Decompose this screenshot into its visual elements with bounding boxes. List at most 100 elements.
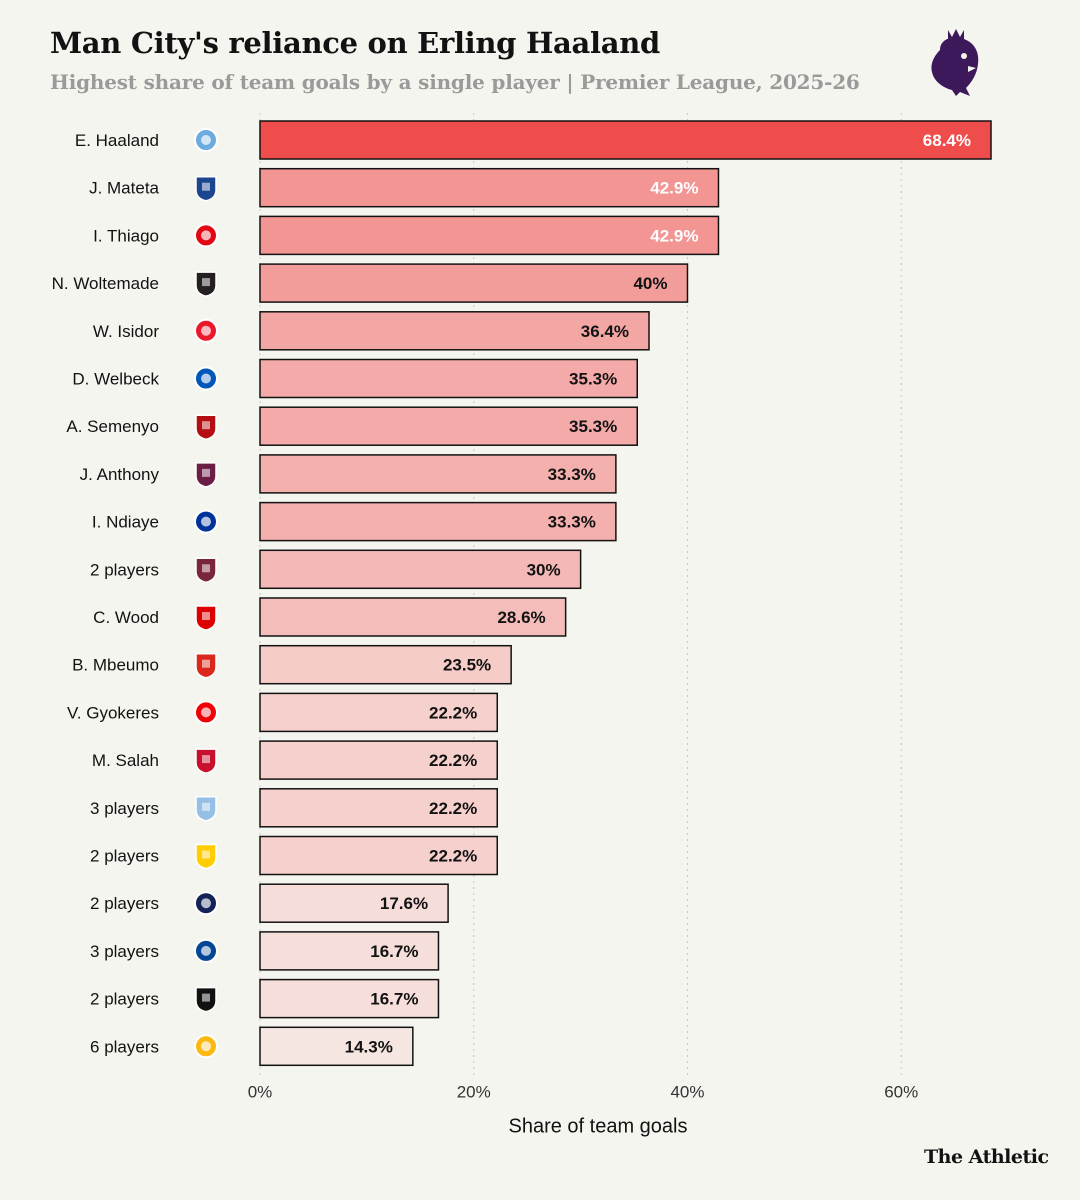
chart-subtitle: Highest share of team goals by a single … — [50, 70, 860, 94]
bar-row: W. Isidor 36.4% — [93, 311, 650, 351]
data-label: 68.4% — [923, 131, 971, 150]
chart-title: Man City's reliance on Erling Haaland — [50, 26, 661, 60]
man-united-crest-icon — [195, 652, 217, 679]
bar-row: J. Anthony 33.3% — [80, 454, 617, 494]
category-label: 3 players — [90, 942, 159, 961]
publisher-brand: The Athletic — [924, 1146, 1049, 1168]
data-label: 23.5% — [443, 656, 491, 675]
x-tick-label: 40% — [670, 1082, 704, 1101]
bar — [259, 931, 440, 971]
category-label: A. Semenyo — [66, 417, 159, 436]
data-label: 35.3% — [569, 417, 617, 436]
category-label: 2 players — [90, 560, 159, 579]
data-label: 30% — [527, 560, 561, 579]
bar — [259, 597, 567, 637]
data-label: 17.6% — [380, 894, 428, 913]
bar-row: A. Semenyo 35.3% — [66, 406, 639, 446]
bar — [259, 978, 440, 1019]
newcastle-crest-icon — [195, 271, 217, 297]
brighton-crest-icon — [194, 366, 218, 391]
bar-row: I. Ndiaye 33.3% — [92, 501, 617, 542]
x-tick-label: 0% — [248, 1082, 273, 1101]
bar — [259, 263, 689, 303]
burnley-crest-icon — [195, 462, 217, 488]
data-label: 35.3% — [569, 370, 617, 389]
bar — [259, 406, 639, 446]
bar — [259, 501, 617, 542]
sunderland-crest-icon — [194, 318, 218, 343]
bar-row: E. Haaland 68.4% — [75, 120, 992, 160]
category-label: I. Thiago — [93, 226, 159, 245]
category-label: E. Haaland — [75, 131, 159, 150]
category-label: J. Mateta — [89, 179, 159, 198]
x-tick-label: 20% — [457, 1082, 491, 1101]
bar — [259, 215, 720, 256]
data-label: 33.3% — [548, 513, 596, 532]
bar — [259, 358, 639, 399]
data-label: 22.2% — [429, 703, 477, 722]
x-axis-label: Share of team goals — [509, 1115, 688, 1137]
category-label: 6 players — [90, 1037, 159, 1056]
bar-row: 2 players 22.2% — [90, 835, 499, 876]
man-city-crest-icon — [194, 128, 218, 152]
bar — [259, 454, 617, 494]
category-label: 2 players — [90, 990, 159, 1009]
category-label: V. Gyokeres — [67, 703, 159, 722]
data-label: 16.7% — [370, 942, 418, 961]
data-label: 36.4% — [581, 322, 629, 341]
bar — [259, 167, 720, 208]
category-label: B. Mbeumo — [72, 656, 159, 675]
bar — [259, 1026, 414, 1067]
category-label: 2 players — [90, 847, 159, 866]
bar-row: B. Mbeumo 23.5% — [72, 644, 512, 685]
bar-row: 3 players 16.7% — [90, 931, 440, 971]
bar — [259, 120, 992, 160]
bournemouth-crest-icon — [195, 414, 217, 440]
liverpool-crest-icon — [195, 748, 217, 774]
bar — [259, 311, 650, 351]
data-label: 22.2% — [429, 799, 477, 818]
leeds-crest-icon — [195, 843, 217, 870]
tottenham-crest-icon — [194, 891, 218, 916]
bar — [259, 549, 582, 590]
chelsea-crest-icon — [194, 938, 218, 963]
data-label: 33.3% — [548, 465, 596, 484]
nottingham-forest-crest-icon — [195, 605, 217, 631]
x-tick-label: 60% — [884, 1082, 918, 1101]
bar — [259, 644, 512, 685]
data-label: 40% — [633, 274, 667, 293]
category-label: M. Salah — [92, 751, 159, 770]
aston-villa-crest-icon — [195, 796, 217, 822]
west-ham-crest-icon — [195, 557, 217, 584]
bar-row: D. Welbeck 35.3% — [72, 358, 639, 399]
category-label: W. Isidor — [93, 322, 159, 341]
bar-row: N. Woltemade 40% — [52, 263, 689, 303]
bar-row: V. Gyokeres 22.2% — [67, 692, 499, 733]
category-label: D. Welbeck — [72, 370, 159, 389]
wolves-crest-icon — [194, 1034, 218, 1059]
category-label: I. Ndiaye — [92, 513, 159, 532]
bar — [259, 740, 499, 780]
bar-row: 3 players 22.2% — [90, 788, 499, 828]
bar-row: J. Mateta 42.9% — [89, 167, 720, 208]
arsenal-crest-icon — [194, 700, 218, 725]
bar-row: I. Thiago 42.9% — [93, 215, 720, 256]
bar-row: C. Wood 28.6% — [93, 597, 567, 637]
bar — [259, 835, 499, 876]
data-label: 16.7% — [370, 990, 418, 1009]
category-label: N. Woltemade — [52, 274, 159, 293]
fulham-crest-icon — [195, 986, 217, 1013]
category-label: 3 players — [90, 799, 159, 818]
bar-row: 2 players 30% — [90, 549, 582, 590]
bar-row: 2 players 16.7% — [90, 978, 440, 1019]
category-label: C. Wood — [93, 608, 159, 627]
category-label: J. Anthony — [80, 465, 160, 484]
everton-crest-icon — [194, 509, 218, 534]
premier-league-lion-icon — [931, 29, 979, 96]
bar — [259, 883, 449, 923]
bar-row: 2 players 17.6% — [90, 883, 449, 923]
data-label: 14.3% — [345, 1037, 393, 1056]
data-label: 22.2% — [429, 847, 477, 866]
bar — [259, 788, 499, 828]
